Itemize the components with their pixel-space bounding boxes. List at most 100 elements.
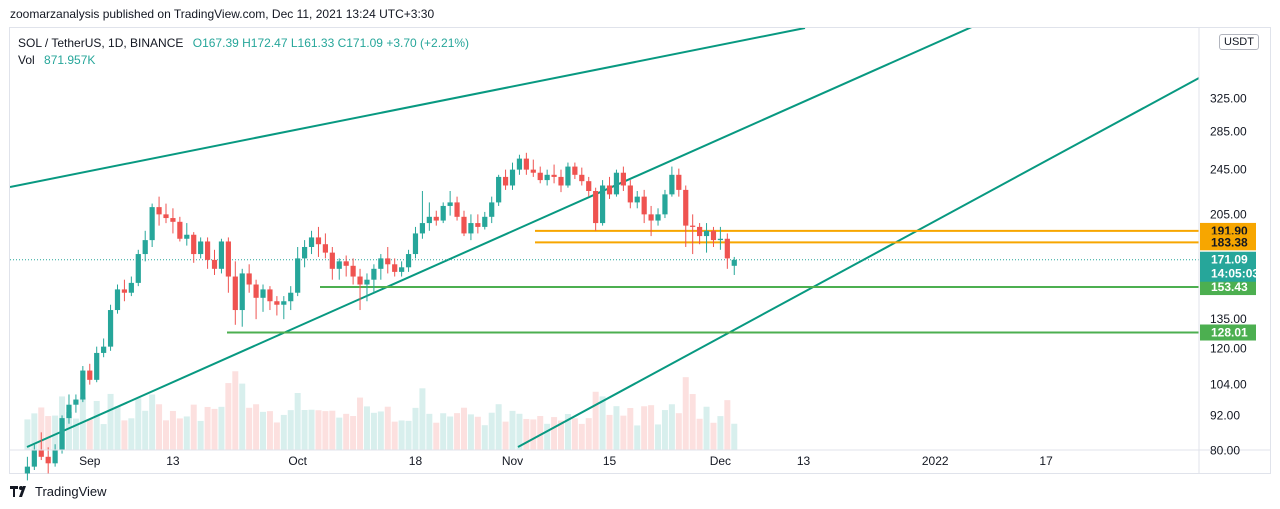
price-tag-183-bg [1200, 234, 1256, 251]
volume-bar [52, 415, 59, 450]
candle [170, 208, 176, 234]
candle-body [710, 230, 717, 241]
volume-label: Vol [18, 53, 35, 67]
volume-bar [246, 407, 253, 450]
candle [267, 286, 273, 311]
volume-bar [72, 418, 79, 450]
volume-bar [454, 413, 461, 450]
volume-bar [724, 400, 731, 450]
x-tick-label: Nov [502, 454, 523, 468]
candle [135, 249, 141, 287]
candle-body [267, 289, 273, 302]
candle [606, 176, 613, 199]
y-tick-label: 104.00 [1210, 378, 1247, 392]
candle [239, 268, 245, 327]
volume-bar [232, 371, 239, 450]
volume-bar [315, 410, 322, 450]
currency-badge[interactable]: USDT [1219, 34, 1259, 50]
candle [295, 246, 301, 297]
volume-bar [239, 383, 246, 450]
volume-bar [419, 388, 426, 450]
candle-body [322, 244, 328, 253]
candle [371, 264, 377, 293]
volume-bar [648, 405, 655, 450]
volume-bar [495, 404, 502, 450]
volume-bar [24, 419, 31, 450]
volume-bar [516, 413, 523, 450]
price-tag-183: 183.38 [1200, 234, 1256, 251]
candle [468, 214, 474, 241]
volume-bar [121, 420, 128, 450]
volume-bar [301, 409, 308, 450]
channel-upper-line [10, 28, 806, 188]
candle [128, 276, 134, 297]
volume-bar [93, 400, 100, 450]
candle-body [537, 172, 543, 181]
volume-bar [287, 410, 294, 450]
volume-bar [308, 409, 315, 450]
x-tick-label: 18 [409, 454, 423, 468]
volume-bar [266, 411, 273, 450]
candle [544, 169, 550, 186]
volume-bar [218, 406, 225, 450]
candle [66, 394, 72, 424]
candle-body [121, 289, 128, 293]
candle-body [211, 259, 218, 269]
volume-bar [537, 415, 544, 450]
price-tag-128: 128.01 [1200, 324, 1256, 341]
candle-body [385, 258, 391, 265]
volume-bar [225, 383, 232, 450]
close-value: C171.09 [337, 36, 383, 50]
candle-body [399, 267, 405, 272]
candle-body [38, 450, 44, 457]
candle-body [94, 352, 100, 380]
volume-bar [280, 414, 287, 450]
candle-body [586, 181, 592, 192]
x-tick-label: Dec [710, 454, 731, 468]
volume-bar [260, 411, 267, 450]
candle [523, 152, 529, 175]
price-tag-128-bg [1200, 324, 1256, 341]
candle-body [177, 221, 183, 239]
candle [461, 210, 467, 237]
countdown-label: 14:05:03 [1211, 267, 1259, 281]
candle [676, 168, 682, 197]
volume-bar [558, 420, 565, 450]
candle [489, 196, 495, 224]
candle-body [225, 241, 231, 277]
volume-bar [606, 414, 613, 450]
candle [232, 261, 238, 325]
volume-bar [294, 393, 301, 450]
candle-body [232, 276, 238, 311]
volume-bar [710, 422, 717, 450]
candle [530, 159, 536, 177]
candle-body [218, 241, 225, 269]
candle [142, 230, 148, 262]
candle [322, 233, 328, 259]
candle-body [59, 418, 65, 451]
y-tick-label: 245.00 [1210, 163, 1247, 177]
candle [364, 273, 370, 302]
symbol-label[interactable]: SOL / TetherUS, 1D, BINANCE [18, 36, 184, 50]
candle [45, 447, 51, 474]
candle-body [530, 169, 536, 173]
volume-bar [731, 423, 738, 450]
candle-body [565, 166, 571, 186]
footer-brand[interactable]: TradingView [10, 484, 107, 499]
volume-bar [31, 413, 38, 450]
candle-body [593, 191, 599, 224]
volume-bar [190, 404, 197, 450]
axes-layer: 325.00 285.00 245.00 205.00 135.00 120.00 104.… [10, 28, 1270, 473]
candle-body [433, 216, 439, 221]
volume-bar [391, 421, 398, 450]
candle-body [496, 176, 502, 203]
candle-body [634, 196, 640, 203]
candle [683, 185, 689, 247]
candle [690, 214, 696, 255]
chart-frame [9, 27, 1271, 474]
candle-body [669, 174, 675, 195]
candle-body [357, 276, 363, 285]
candle [558, 169, 564, 193]
volume-bar [149, 394, 156, 450]
